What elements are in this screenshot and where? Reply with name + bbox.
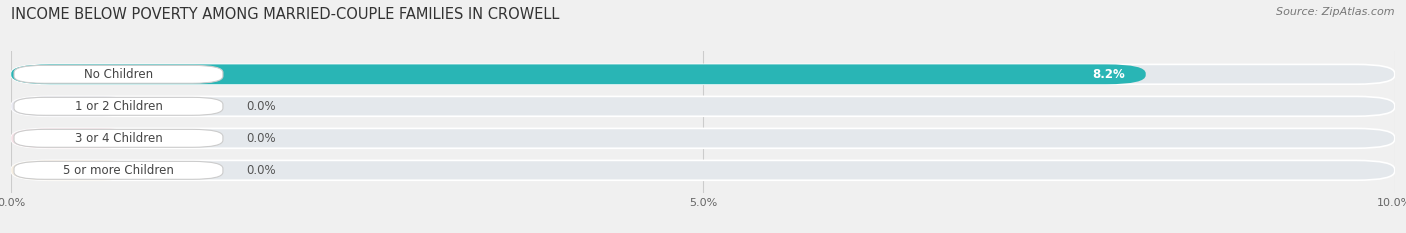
FancyBboxPatch shape: [11, 128, 1395, 148]
FancyBboxPatch shape: [11, 160, 1395, 180]
FancyBboxPatch shape: [14, 97, 224, 115]
Text: 0.0%: 0.0%: [246, 164, 276, 177]
Text: Source: ZipAtlas.com: Source: ZipAtlas.com: [1277, 7, 1395, 17]
FancyBboxPatch shape: [11, 128, 141, 148]
FancyBboxPatch shape: [11, 96, 1395, 116]
FancyBboxPatch shape: [11, 64, 1395, 84]
Text: INCOME BELOW POVERTY AMONG MARRIED-COUPLE FAMILIES IN CROWELL: INCOME BELOW POVERTY AMONG MARRIED-COUPL…: [11, 7, 560, 22]
FancyBboxPatch shape: [11, 96, 141, 116]
Text: 5 or more Children: 5 or more Children: [63, 164, 174, 177]
FancyBboxPatch shape: [14, 129, 224, 147]
Text: 0.0%: 0.0%: [246, 132, 276, 145]
Text: 3 or 4 Children: 3 or 4 Children: [75, 132, 162, 145]
FancyBboxPatch shape: [11, 160, 141, 180]
Text: 8.2%: 8.2%: [1092, 68, 1125, 81]
Text: 0.0%: 0.0%: [246, 100, 276, 113]
FancyBboxPatch shape: [14, 65, 224, 83]
FancyBboxPatch shape: [11, 64, 1146, 84]
Text: No Children: No Children: [84, 68, 153, 81]
Text: 1 or 2 Children: 1 or 2 Children: [75, 100, 163, 113]
FancyBboxPatch shape: [14, 161, 224, 179]
